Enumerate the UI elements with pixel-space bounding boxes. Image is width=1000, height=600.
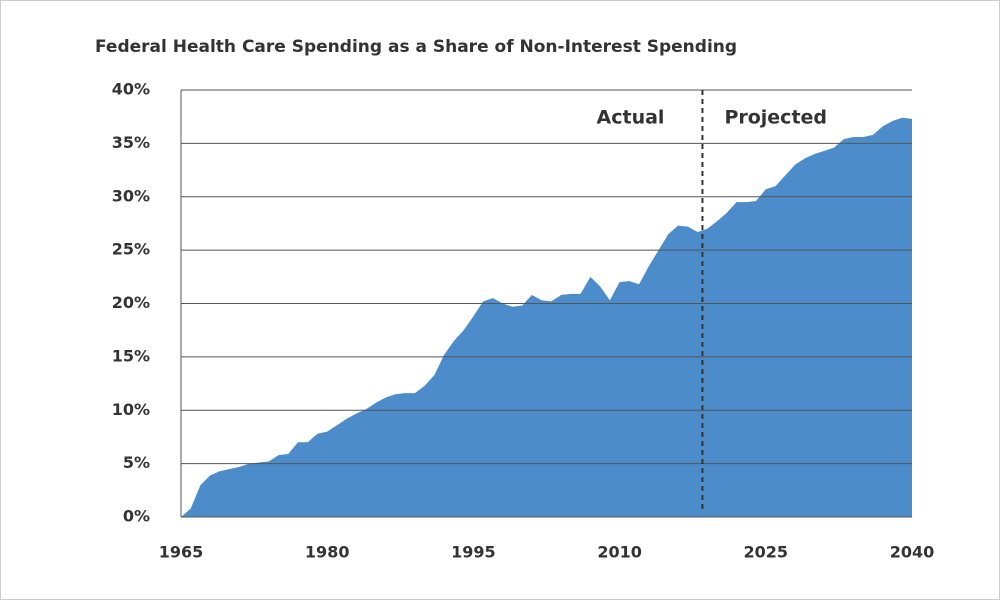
x-tick-label: 1995 <box>451 543 496 562</box>
annotation: Actual <box>597 107 665 129</box>
x-tick-label: 1980 <box>305 543 350 562</box>
y-tick-label: 35% <box>112 133 150 152</box>
area <box>181 117 912 517</box>
y-tick-label: 0% <box>123 507 150 526</box>
x-tick-label: 2040 <box>890 543 935 562</box>
y-tick-label: 40% <box>112 80 150 99</box>
chart-title: Federal Health Care Spending as a Share … <box>95 37 737 57</box>
y-tick-label: 25% <box>112 240 150 259</box>
annotation: Projected <box>724 107 827 129</box>
y-tick-label: 10% <box>112 400 150 419</box>
y-tick-label: 30% <box>112 186 150 205</box>
y-tick-label: 15% <box>112 346 150 365</box>
x-tick-label: 2010 <box>597 543 642 562</box>
y-tick-label: 5% <box>123 453 150 472</box>
x-tick-label: 2025 <box>744 543 789 562</box>
y-tick-label: 20% <box>112 293 150 312</box>
x-tick-label: 1965 <box>159 543 204 562</box>
